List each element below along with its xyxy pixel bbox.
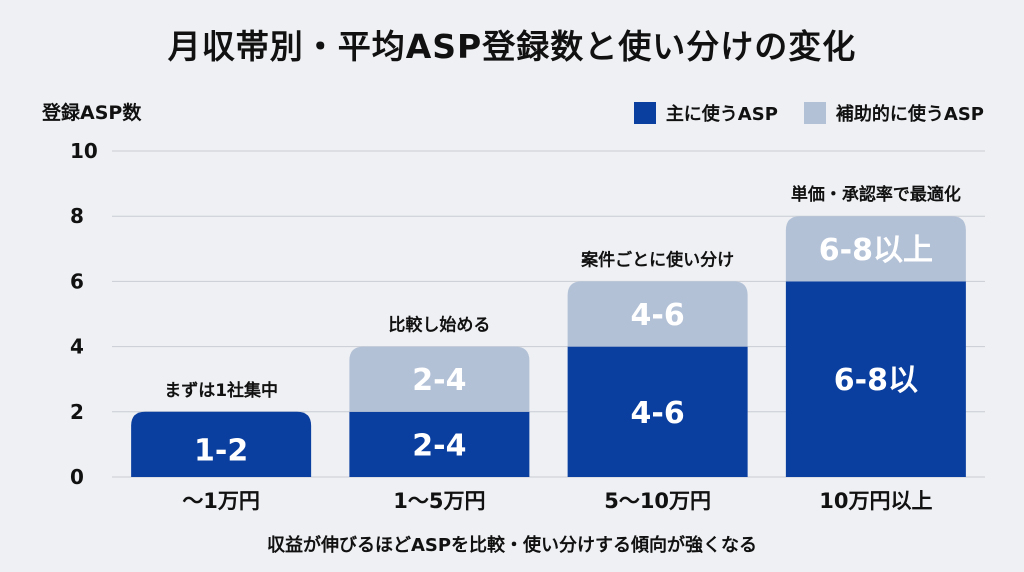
y-tick-10: 10	[70, 139, 98, 163]
legend-label-main: 主に使うASP	[665, 104, 778, 125]
data-label-main-0: 1-2	[194, 433, 248, 468]
y-tick-6: 6	[70, 269, 84, 293]
data-label-sub-3: 6-8以上	[819, 233, 933, 268]
x-tick-0: 〜1万円	[182, 489, 260, 513]
data-label-sub-1: 2-4	[412, 363, 466, 398]
legend-label-sub: 補助的に使うASP	[835, 104, 984, 125]
legend-swatch-sub	[803, 102, 826, 124]
bar-sub-1	[349, 346, 530, 412]
annotation-0: まずは1社集中	[164, 380, 278, 401]
y-tick-4: 4	[70, 335, 84, 359]
y-tick-8: 8	[70, 204, 84, 228]
chart-caption: 収益が伸びるほどASPを比較・使い分けする傾向が強くなる	[266, 535, 758, 556]
legend-item-main: 主に使うASP	[633, 100, 778, 126]
bar-main-2	[567, 346, 748, 477]
x-tick-2: 5〜10万円	[604, 489, 711, 513]
chart-title: 月収帯別・平均ASP登録数と使い分けの変化	[167, 27, 857, 66]
y-axis-label: 登録ASP数	[42, 102, 142, 124]
y-tick-0: 0	[70, 465, 84, 489]
x-tick-1: 1〜5万円	[393, 489, 485, 513]
data-label-sub-2: 4-6	[631, 298, 685, 333]
bar-main-1	[349, 411, 530, 477]
data-label-main-2: 4-6	[631, 396, 685, 431]
annotation-2: 案件ごとに使い分け	[580, 249, 734, 270]
legend: 主に使うASP 補助的に使うASP	[633, 100, 984, 126]
x-tick-3: 10万円以上	[819, 489, 932, 513]
legend-item-sub: 補助的に使うASP	[803, 100, 984, 126]
annotation-1: 比較し始める	[388, 315, 490, 336]
bar-sub-2	[567, 281, 748, 347]
annotation-3: 単価・承認率で最適化	[791, 184, 961, 205]
legend-swatch-main	[633, 102, 656, 124]
bar-main-0	[131, 411, 312, 477]
bar-sub-3	[785, 216, 966, 282]
y-tick-2: 2	[70, 400, 84, 424]
data-label-main-1: 2-4	[412, 428, 466, 463]
bar-main-3	[785, 281, 966, 477]
data-label-main-3: 6-8以	[834, 363, 918, 398]
